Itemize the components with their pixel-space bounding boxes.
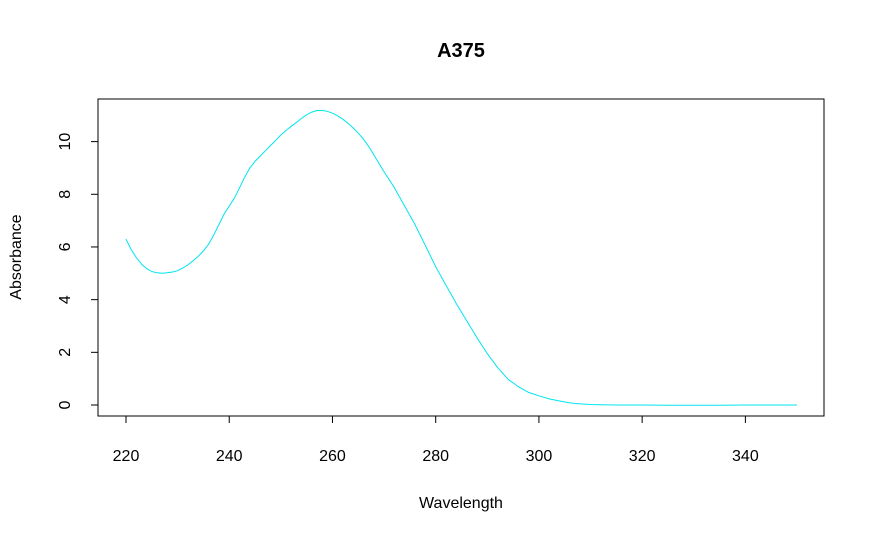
x-tick-label: 260: [319, 448, 346, 465]
chart-title: A375: [437, 40, 485, 62]
y-tick-label: 8: [57, 190, 74, 199]
plot-frame: [97, 98, 825, 417]
x-tick-label: 340: [732, 448, 759, 465]
y-tick-label: 6: [57, 242, 74, 251]
absorbance-line: [125, 110, 797, 406]
series-layer: [125, 110, 797, 406]
x-tick-label: 320: [629, 448, 656, 465]
x-tick-label: 240: [216, 448, 243, 465]
x-axis: 220 240 260 280 300 320 340: [113, 415, 759, 465]
x-tick-label: 220: [113, 448, 140, 465]
y-tick-label: 2: [57, 348, 74, 357]
y-axis-label: Absorbance: [8, 214, 25, 299]
x-tick-label: 280: [422, 448, 449, 465]
y-tick-label: 0: [57, 400, 74, 409]
x-axis-label: Wavelength: [419, 495, 503, 512]
x-tick-label: 300: [526, 448, 553, 465]
y-tick-label: 10: [57, 133, 74, 151]
y-tick-label: 4: [57, 295, 74, 304]
y-axis: 0 2 4 6 8 10: [57, 133, 99, 409]
